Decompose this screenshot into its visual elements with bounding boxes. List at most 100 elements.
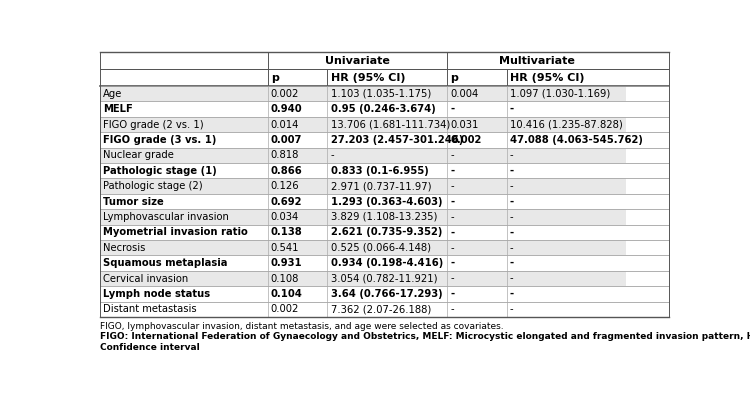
- Text: -: -: [510, 304, 514, 314]
- Text: Cervical invasion: Cervical invasion: [103, 274, 188, 284]
- Bar: [507, 52, 626, 69]
- Text: Necrosis: Necrosis: [103, 243, 146, 253]
- Bar: [100, 209, 268, 225]
- Bar: [507, 163, 626, 179]
- Bar: [507, 225, 626, 240]
- Text: 0.034: 0.034: [271, 212, 299, 222]
- Text: 3.054 (0.782-11.921): 3.054 (0.782-11.921): [331, 274, 437, 284]
- Text: 27.203 (2.457-301.246): 27.203 (2.457-301.246): [331, 135, 463, 145]
- Bar: [268, 117, 328, 132]
- Text: 0.014: 0.014: [271, 120, 299, 130]
- Text: -: -: [450, 289, 454, 299]
- Bar: [328, 225, 447, 240]
- Text: 0.138: 0.138: [271, 227, 302, 237]
- Text: 7.362 (2.07-26.188): 7.362 (2.07-26.188): [331, 304, 430, 314]
- Text: 0.104: 0.104: [271, 289, 303, 299]
- Text: 0.940: 0.940: [271, 104, 302, 114]
- Bar: [328, 271, 447, 286]
- Text: 0.541: 0.541: [271, 243, 299, 253]
- Bar: [100, 86, 268, 102]
- Bar: [447, 179, 507, 194]
- Bar: [328, 163, 447, 179]
- Text: Pathologic stage (2): Pathologic stage (2): [103, 181, 202, 191]
- Text: 0.934 (0.198-4.416): 0.934 (0.198-4.416): [331, 258, 442, 268]
- Text: p: p: [450, 73, 458, 83]
- Bar: [447, 52, 507, 69]
- Bar: [100, 71, 268, 86]
- Bar: [268, 256, 328, 271]
- Text: 1.097 (1.030-1.169): 1.097 (1.030-1.169): [510, 89, 610, 99]
- Bar: [268, 35, 447, 52]
- Text: 13.706 (1.681-111.734): 13.706 (1.681-111.734): [331, 120, 450, 130]
- Text: HR (95% CI): HR (95% CI): [510, 73, 584, 83]
- Text: FIGO: International Federation of Gynaecology and Obstetrics, MELF: Microcystic : FIGO: International Federation of Gynaec…: [100, 332, 750, 352]
- Text: -: -: [510, 181, 514, 191]
- Text: 0.004: 0.004: [450, 89, 478, 99]
- Text: MELF: MELF: [103, 104, 133, 114]
- Text: Myometrial invasion ratio: Myometrial invasion ratio: [103, 227, 248, 237]
- Bar: [507, 86, 626, 102]
- Text: -: -: [510, 197, 514, 207]
- Text: -: -: [510, 227, 514, 237]
- Bar: [507, 194, 626, 209]
- Text: -: -: [450, 181, 454, 191]
- Text: 0.002: 0.002: [450, 135, 482, 145]
- Bar: [447, 132, 507, 147]
- Bar: [507, 209, 626, 225]
- Bar: [447, 147, 507, 163]
- Text: Pathologic stage (1): Pathologic stage (1): [103, 166, 217, 176]
- Bar: [507, 117, 626, 132]
- Text: Lymphovascular invasion: Lymphovascular invasion: [103, 212, 229, 222]
- Text: 0.031: 0.031: [450, 120, 478, 130]
- Text: -: -: [450, 150, 454, 160]
- Bar: [328, 240, 447, 256]
- Text: -: -: [510, 166, 514, 176]
- Bar: [100, 35, 268, 52]
- Bar: [328, 256, 447, 271]
- Text: 0.002: 0.002: [271, 89, 299, 99]
- Bar: [507, 240, 626, 256]
- Bar: [268, 86, 328, 102]
- Bar: [507, 102, 626, 117]
- Bar: [328, 209, 447, 225]
- Text: 0.692: 0.692: [271, 197, 302, 207]
- Bar: [447, 225, 507, 240]
- Text: 0.002: 0.002: [271, 304, 299, 314]
- Bar: [328, 117, 447, 132]
- Text: Nuclear grade: Nuclear grade: [103, 150, 174, 160]
- Text: 3.64 (0.766-17.293): 3.64 (0.766-17.293): [331, 289, 442, 299]
- Bar: [447, 209, 507, 225]
- Bar: [268, 163, 328, 179]
- Bar: [328, 147, 447, 163]
- Text: 1.293 (0.363-4.603): 1.293 (0.363-4.603): [331, 197, 442, 207]
- Text: -: -: [510, 150, 514, 160]
- Text: -: -: [510, 104, 514, 114]
- Text: -: -: [510, 258, 514, 268]
- Text: Univariate: Univariate: [325, 56, 390, 66]
- Text: 1.103 (1.035-1.175): 1.103 (1.035-1.175): [331, 89, 430, 99]
- Bar: [268, 271, 328, 286]
- Bar: [268, 102, 328, 117]
- Text: 2.971 (0.737-11.97): 2.971 (0.737-11.97): [331, 181, 431, 191]
- Text: 0.866: 0.866: [271, 166, 302, 176]
- Text: -: -: [450, 243, 454, 253]
- Text: 0.007: 0.007: [271, 135, 302, 145]
- Text: -: -: [450, 166, 454, 176]
- Text: -: -: [450, 304, 454, 314]
- Text: -: -: [450, 258, 454, 268]
- Bar: [100, 117, 268, 132]
- Bar: [100, 225, 268, 240]
- Text: -: -: [450, 104, 454, 114]
- Bar: [100, 271, 268, 286]
- Text: HR (95% CI): HR (95% CI): [331, 73, 405, 83]
- Bar: [328, 286, 447, 302]
- Text: FIGO grade (2 vs. 1): FIGO grade (2 vs. 1): [103, 120, 204, 130]
- Bar: [100, 240, 268, 256]
- Bar: [268, 132, 328, 147]
- Text: -: -: [331, 150, 334, 160]
- Text: 2.621 (0.735-9.352): 2.621 (0.735-9.352): [331, 227, 442, 237]
- Bar: [328, 102, 447, 117]
- Text: 3.829 (1.108-13.235): 3.829 (1.108-13.235): [331, 212, 437, 222]
- Bar: [447, 117, 507, 132]
- Bar: [268, 225, 328, 240]
